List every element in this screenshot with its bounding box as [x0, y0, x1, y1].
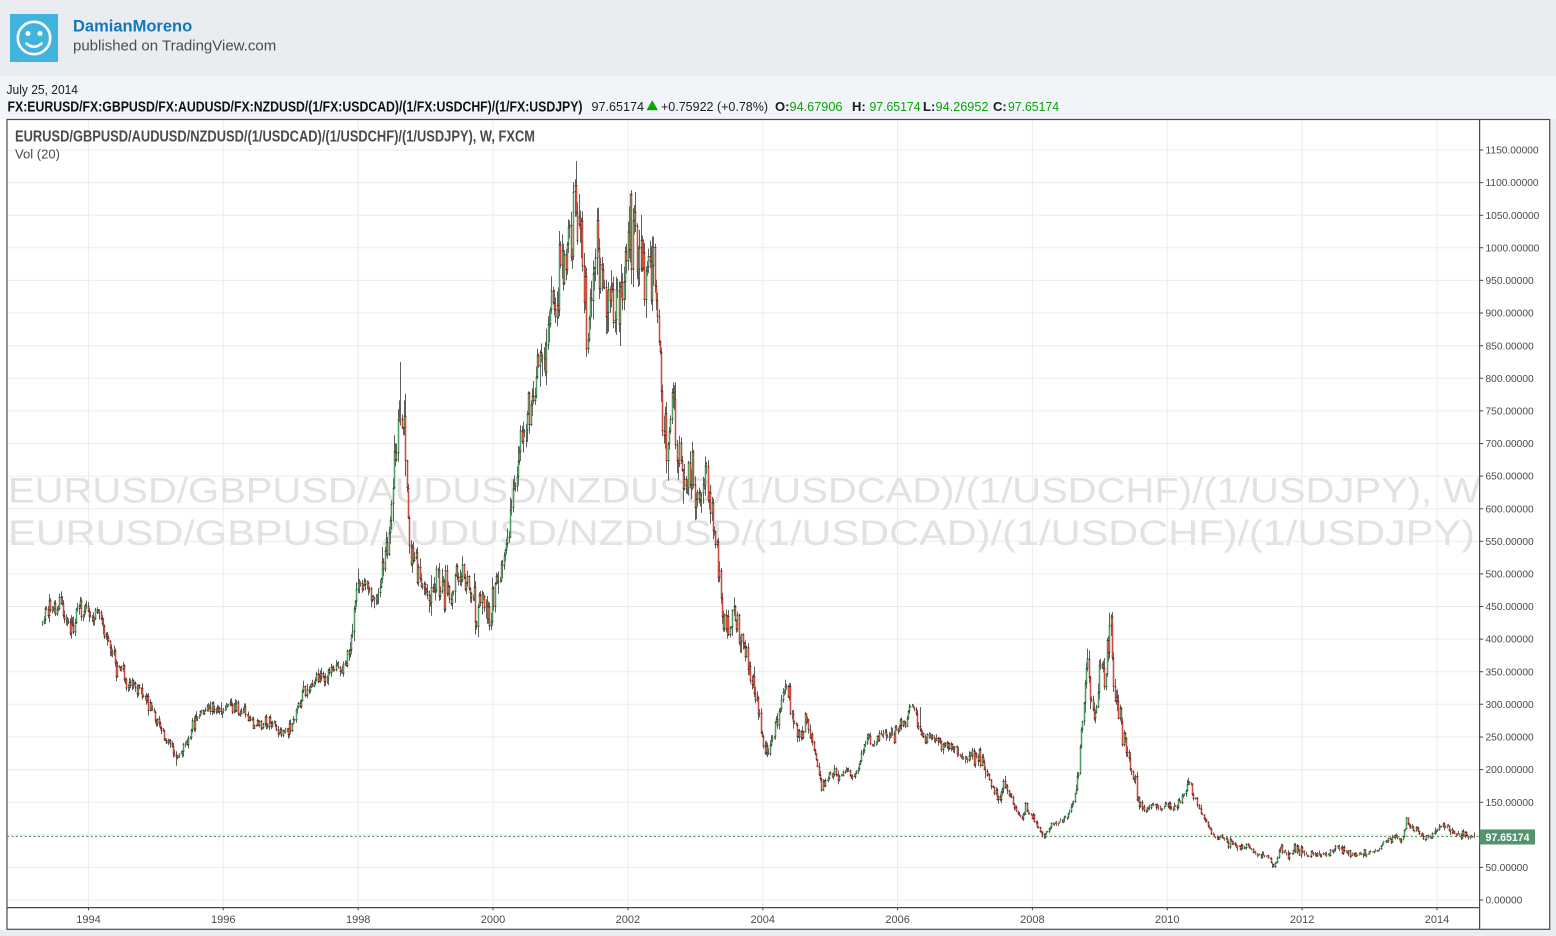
svg-text:H:: H: — [852, 99, 866, 114]
svg-text:450.00000: 450.00000 — [1486, 602, 1534, 613]
svg-text:97.65174: 97.65174 — [1486, 832, 1531, 844]
svg-text:1000.00000: 1000.00000 — [1486, 243, 1540, 254]
svg-text:1998: 1998 — [346, 914, 370, 926]
svg-text:2010: 2010 — [1155, 914, 1179, 926]
svg-text:July 25, 2014: July 25, 2014 — [7, 82, 79, 97]
svg-text:500.00000: 500.00000 — [1486, 570, 1534, 581]
svg-text:L:: L: — [923, 99, 935, 114]
svg-text:published on TradingView.com: published on TradingView.com — [73, 38, 276, 55]
svg-text:1150.00000: 1150.00000 — [1486, 146, 1539, 157]
svg-text:900.00000: 900.00000 — [1486, 309, 1534, 320]
svg-text:EURUSD/GBPUSD/AUDUSD/NZDUSD/(1: EURUSD/GBPUSD/AUDUSD/NZDUSD/(1/USDCAD)/(… — [8, 471, 1482, 511]
svg-text:800.00000: 800.00000 — [1486, 374, 1534, 385]
svg-text:0.00000: 0.00000 — [1486, 896, 1523, 907]
svg-text:94.26952: 94.26952 — [936, 99, 989, 114]
svg-text:550.00000: 550.00000 — [1486, 537, 1534, 548]
svg-text:950.00000: 950.00000 — [1486, 276, 1534, 287]
svg-text:EURUSD/GBPUSD/AUDUSD/NZDUSD/(1: EURUSD/GBPUSD/AUDUSD/NZDUSD/(1/USDCAD)/(… — [15, 129, 535, 146]
svg-text:400.00000: 400.00000 — [1486, 635, 1534, 646]
svg-text:2008: 2008 — [1020, 914, 1044, 926]
svg-text:300.00000: 300.00000 — [1486, 700, 1534, 711]
svg-text:1050.00000: 1050.00000 — [1486, 211, 1540, 222]
svg-text:1994: 1994 — [76, 914, 100, 926]
svg-text:Vol (20): Vol (20) — [15, 147, 60, 162]
svg-text:250.00000: 250.00000 — [1486, 733, 1534, 744]
svg-text:2000: 2000 — [481, 914, 505, 926]
svg-text:350.00000: 350.00000 — [1486, 667, 1534, 678]
svg-text:1100.00000: 1100.00000 — [1486, 178, 1539, 189]
svg-text:94.67906: 94.67906 — [790, 99, 843, 114]
svg-text:EURUSD/GBPUSD/AUDUSD/NZDUSD/(1: EURUSD/GBPUSD/AUDUSD/NZDUSD/(1/USDCAD)/(… — [8, 513, 1475, 553]
svg-text:150.00000: 150.00000 — [1486, 798, 1534, 809]
svg-text:2014: 2014 — [1425, 914, 1449, 926]
svg-text:+0.75922 (+0.78%): +0.75922 (+0.78%) — [661, 99, 768, 114]
svg-text:97.65174: 97.65174 — [870, 99, 921, 114]
svg-text:700.00000: 700.00000 — [1486, 439, 1534, 450]
svg-text:C:: C: — [993, 99, 1007, 114]
svg-text:O:: O: — [775, 99, 789, 114]
svg-text:DamianMoreno: DamianMoreno — [73, 18, 192, 36]
svg-text:2002: 2002 — [616, 914, 640, 926]
svg-text:750.00000: 750.00000 — [1486, 407, 1534, 418]
svg-text:FX:EURUSD/FX:GBPUSD/FX:AUDUSD/: FX:EURUSD/FX:GBPUSD/FX:AUDUSD/FX:NZDUSD/… — [8, 100, 583, 116]
svg-text:200.00000: 200.00000 — [1486, 765, 1534, 776]
svg-text:97.65174: 97.65174 — [1008, 99, 1059, 114]
svg-text:600.00000: 600.00000 — [1486, 504, 1534, 515]
svg-text:50.00000: 50.00000 — [1486, 863, 1529, 874]
svg-text:2004: 2004 — [751, 914, 775, 926]
svg-text:1996: 1996 — [211, 914, 235, 926]
svg-text:97.65174: 97.65174 — [592, 99, 645, 114]
svg-text:2012: 2012 — [1290, 914, 1314, 926]
svg-text:850.00000: 850.00000 — [1486, 341, 1534, 352]
svg-text:650.00000: 650.00000 — [1486, 472, 1534, 483]
svg-text:2006: 2006 — [885, 914, 909, 926]
